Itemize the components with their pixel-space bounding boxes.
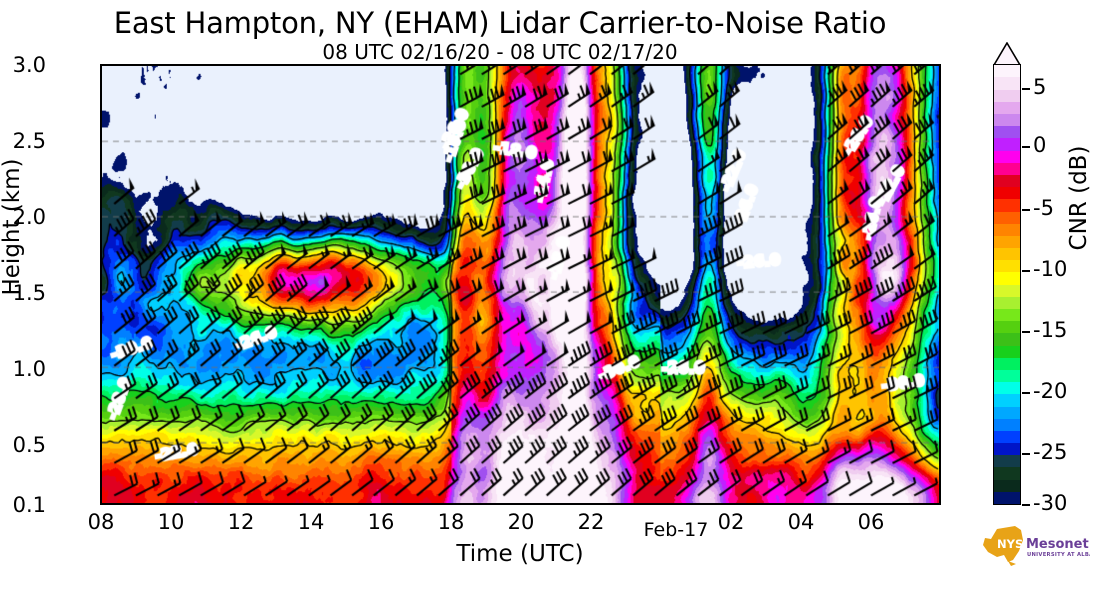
colorbar-tick--30 <box>1022 504 1030 506</box>
colorbar-swatch <box>994 89 1020 102</box>
y-tick-1-0: 1.0 <box>12 357 46 381</box>
colorbar-swatch <box>994 199 1020 212</box>
colorbar-swatch <box>994 369 1020 383</box>
colorbar-label--5: -5 <box>1033 196 1054 220</box>
colorbar-swatch <box>994 101 1020 114</box>
colorbar-label--10: -10 <box>1033 257 1068 281</box>
colorbar-swatch <box>994 187 1020 200</box>
x-axis-label: Time (UTC) <box>456 541 584 567</box>
colorbar-swatch <box>994 443 1020 456</box>
x-tick-10: 10 <box>157 510 185 534</box>
colorbar-swatch <box>994 211 1020 224</box>
y-tick-3-0: 3.0 <box>12 53 46 77</box>
colorbar-label-0: 0 <box>1033 133 1047 157</box>
colorbar-extend-arrow-icon <box>993 42 1021 66</box>
colorbar-tick-0 <box>1022 146 1030 148</box>
plot-area <box>100 64 941 505</box>
colorbar-swatch <box>994 174 1020 188</box>
colorbar-tick--20 <box>1022 392 1030 394</box>
colorbar-swatch <box>994 235 1020 249</box>
x-tick-16: 16 <box>367 510 395 534</box>
colorbar-swatch <box>994 491 1020 504</box>
colorbar-tick--15 <box>1022 331 1030 333</box>
colorbar-swatch <box>994 455 1020 468</box>
colorbar-tick--10 <box>1022 270 1030 272</box>
colorbar-label--20: -20 <box>1033 379 1068 403</box>
y-tick-1-5: 1.5 <box>12 281 46 305</box>
x-tick-20: 20 <box>507 510 535 534</box>
colorbar-swatch <box>994 65 1020 78</box>
colorbar-swatch <box>994 479 1020 492</box>
colorbar-swatch <box>994 248 1020 261</box>
colorbar-swatch <box>994 150 1020 163</box>
colorbar-label--30: -30 <box>1033 491 1068 515</box>
logo-mesonet-text: Mesonet <box>1026 537 1089 552</box>
y-tick-0-1: 0.1 <box>12 493 46 517</box>
colorbar-label--15: -15 <box>1033 318 1068 342</box>
colorbar-swatch <box>994 321 1020 334</box>
colorbar-swatch <box>994 296 1020 309</box>
chart-title: East Hampton, NY (EHAM) Lidar Carrier-to… <box>113 6 887 40</box>
chart-subtitle: 08 UTC 02/16/20 - 08 UTC 02/17/20 <box>322 40 678 64</box>
x-tick-18: 18 <box>437 510 465 534</box>
colorbar-swatch <box>994 284 1020 297</box>
x-tick-02: 02 <box>717 510 745 534</box>
colorbar-swatch <box>994 260 1020 273</box>
x-tick-feb-17: Feb-17 <box>643 519 709 541</box>
colorbar-swatch <box>994 309 1020 322</box>
y-tick-2-5: 2.5 <box>12 129 46 153</box>
colorbar-title: CNR (dB) <box>1066 145 1092 251</box>
colorbar-swatch <box>994 430 1020 444</box>
cnr-heatmap-canvas <box>102 66 939 503</box>
y-axis-label: Height (km) <box>0 158 25 296</box>
x-tick-22: 22 <box>577 510 605 534</box>
colorbar-swatch <box>994 333 1020 346</box>
colorbar-label--25: -25 <box>1033 440 1068 464</box>
colorbar-gradient <box>993 64 1021 505</box>
colorbar-tick-5 <box>1022 88 1030 90</box>
colorbar-swatch <box>994 418 1020 431</box>
colorbar-swatch <box>994 162 1020 175</box>
x-tick-06: 06 <box>857 510 885 534</box>
y-tick-2-0: 2.0 <box>12 205 46 229</box>
colorbar-swatch <box>994 138 1020 151</box>
logo-tagline-text: UNIVERSITY AT ALBANY <box>1027 552 1090 558</box>
colorbar-label-5: 5 <box>1033 75 1047 99</box>
colorbar-tick--5 <box>1022 209 1030 211</box>
colorbar-swatch <box>994 77 1020 90</box>
colorbar-swatch <box>994 394 1020 407</box>
colorbar-tick--25 <box>1022 453 1030 455</box>
colorbar-swatch <box>994 272 1020 285</box>
logo-nys-text: NYS <box>997 537 1023 551</box>
colorbar-swatch <box>994 467 1020 480</box>
x-tick-08: 08 <box>87 510 115 534</box>
colorbar-swatch <box>994 382 1020 395</box>
nys-mesonet-logo[interactable]: NYS Mesonet UNIVERSITY AT ALBANY <box>975 521 1090 569</box>
colorbar[interactable]: 5 0 -5 -10 -15 -20 -25 -30 <box>993 42 1067 514</box>
x-tick-04: 04 <box>787 510 815 534</box>
y-tick-0-5: 0.5 <box>12 433 46 457</box>
colorbar-swatch <box>994 406 1020 419</box>
x-tick-12: 12 <box>227 510 255 534</box>
colorbar-swatch <box>994 345 1020 358</box>
colorbar-swatch <box>994 223 1020 236</box>
colorbar-swatch <box>994 126 1020 139</box>
x-tick-14: 14 <box>297 510 325 534</box>
colorbar-swatch <box>994 114 1020 127</box>
colorbar-swatch <box>994 357 1020 370</box>
new-york-state-outline-icon <box>983 526 1023 566</box>
